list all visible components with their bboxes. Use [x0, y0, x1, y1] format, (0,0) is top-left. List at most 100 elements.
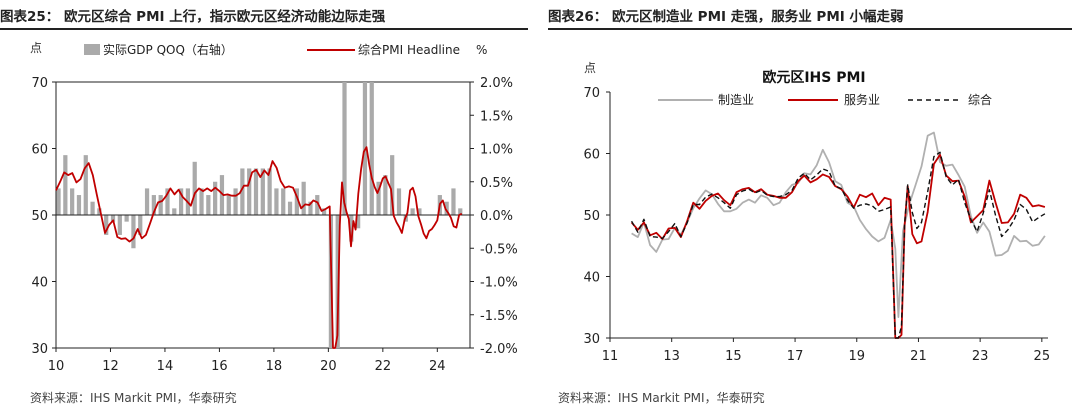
gdp-bar [247, 168, 252, 215]
left-y-tick-label: 60 [31, 143, 48, 158]
right-y-tick-label: -1.5% [480, 309, 518, 324]
legend-services-label: 服务业 [844, 92, 880, 107]
gdp-bar [76, 195, 82, 215]
left-y-right-unit: % [476, 43, 487, 57]
gdp-bar [301, 181, 306, 215]
gdp-bar [274, 188, 279, 215]
gdp-bar [294, 188, 299, 215]
gdp-bar [158, 195, 163, 215]
right-chart-title: 欧元区IHS PMI [762, 69, 865, 86]
right-y-tick-label: -2.0% [480, 342, 518, 357]
services-pmi-line [630, 153, 1046, 339]
right-title-rule [548, 28, 1072, 30]
legend-manufacturing-label: 制造业 [718, 93, 754, 107]
left-source: 资料来源：IHS Markit PMI，华泰研究 [30, 391, 237, 405]
right-x-tick-label: 13 [663, 349, 680, 364]
gdp-bar [117, 215, 122, 235]
gdp-bar [172, 208, 177, 215]
gdp-bar [451, 188, 456, 215]
right-figure-title: 图表26： 欧元区制造业 PMI 走强，服务业 PMI 小幅走弱 [548, 9, 904, 25]
gdp-bar [281, 188, 286, 215]
gdp-bar [356, 215, 361, 229]
right-x-tick-label: 15 [725, 349, 742, 364]
gdp-bar [63, 155, 68, 215]
gdp-bar [219, 175, 225, 215]
right-x-tick-label: 23 [972, 349, 989, 364]
gdp-bar [97, 208, 102, 215]
left-y-unit: 点 [30, 41, 42, 55]
right-x-tick-label: 11 [602, 349, 619, 364]
gdp-bar [124, 215, 129, 222]
composite-pmi-line [630, 151, 1046, 339]
right-y-tick-label: 1.5% [480, 109, 513, 124]
pmi-line [55, 146, 463, 349]
gdp-bar [396, 188, 402, 215]
gdp-bar [90, 201, 95, 215]
right-source: 资料来源：IHS Markit PMI，华泰研究 [558, 391, 765, 405]
right-y-tick-label: -1.0% [480, 276, 518, 291]
right-y-tick-label: 0.0% [480, 209, 513, 224]
right-y-tick-label: 30 [583, 332, 600, 347]
left-chart: 点 实际GDP QOQ（右轴） 综合PMI Headline % 70 60 50 4… [30, 41, 518, 374]
left-figure: 图表25： 欧元区综合 PMI 上行，指示欧元区经济动能边际走强 点 实际GDP… [0, 9, 528, 405]
left-x-tick-label: 16 [211, 359, 228, 374]
left-x-tick-label: 12 [102, 359, 119, 374]
right-y-unit: 点 [584, 61, 596, 75]
gdp-bar [240, 168, 245, 215]
gdp-bar [199, 188, 204, 215]
right-y-tick-label: 70 [583, 86, 600, 101]
left-x-tick-label: 14 [157, 359, 174, 374]
gdp-bar [342, 82, 347, 215]
legend-line-label: 综合PMI Headline [358, 42, 460, 57]
left-x-tick-label: 22 [375, 359, 392, 374]
gdp-bar [104, 215, 109, 235]
left-x-tick-label: 18 [266, 359, 283, 374]
gdp-bar [178, 188, 184, 215]
gdp-bar [383, 175, 388, 215]
gdp-bar [206, 195, 211, 215]
left-x-tick-label: 10 [48, 359, 65, 374]
right-x-tick-label: 25 [1034, 349, 1051, 364]
legend-composite-label: 综合 [968, 92, 992, 107]
legend-bar-label: 实际GDP QOQ（右轴） [103, 42, 233, 57]
gdp-bar [315, 195, 320, 215]
gdp-bar [233, 188, 238, 215]
right-y-tick-label: 2.0% [480, 76, 513, 91]
gdp-bar [144, 188, 150, 215]
left-x-tick-label: 20 [320, 359, 337, 374]
gdp-bar [444, 201, 449, 215]
manufacturing-pmi-line [631, 131, 1046, 319]
right-y-tick-label: 40 [583, 271, 600, 286]
right-figure: 图表26： 欧元区制造业 PMI 走强，服务业 PMI 小幅走弱 点 欧元区IH… [548, 0, 1080, 417]
gdp-bar [165, 188, 170, 215]
left-x-tick-label: 24 [429, 359, 446, 374]
gdp-bar [151, 195, 156, 215]
gdp-bar [131, 215, 136, 249]
right-x-tick-label: 21 [910, 349, 927, 364]
gdp-bar [83, 155, 88, 215]
gdp-bar [226, 195, 231, 215]
gdp-bar [192, 161, 197, 215]
right-y-tick-label: 0.5% [480, 176, 513, 191]
gdp-bar [369, 82, 374, 215]
gdp-bar [260, 168, 265, 215]
gdp-bar [253, 168, 259, 215]
left-figure-title: 图表25： 欧元区综合 PMI 上行，指示欧元区经济动能边际走强 [0, 9, 386, 25]
right-x-tick-label: 19 [848, 349, 865, 364]
gdp-bar [110, 215, 116, 222]
gdp-bar [349, 215, 354, 242]
right-y-tick-label: 60 [583, 148, 600, 163]
right-y-tick-label: 1.0% [480, 143, 513, 158]
gdp-bar [321, 208, 327, 215]
gdp-bar [70, 188, 75, 215]
gdp-bar [458, 208, 463, 215]
gdp-bar [376, 181, 381, 215]
gdp-bar [417, 208, 422, 215]
gdp-bar [390, 155, 395, 215]
gdp-bar [287, 201, 293, 215]
gdp-bar [138, 215, 143, 235]
right-y-tick-label: -0.5% [480, 242, 518, 257]
gdp-bar [213, 181, 218, 215]
gdp-bar [267, 168, 272, 215]
